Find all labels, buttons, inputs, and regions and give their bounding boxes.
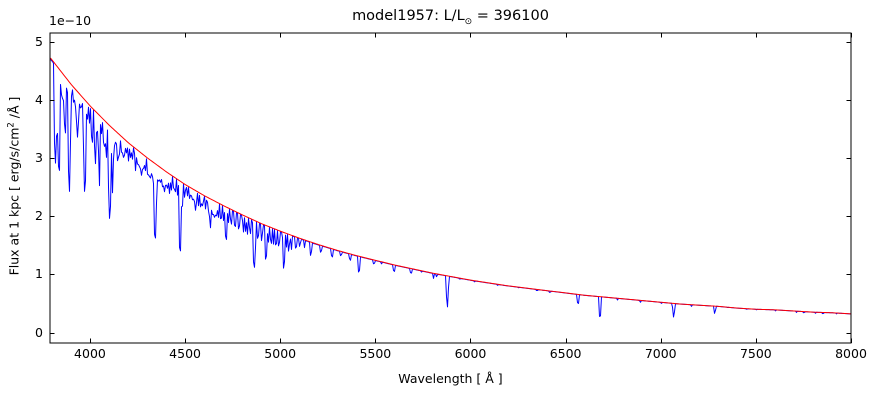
spectrum-line <box>50 59 852 318</box>
y-tick-label-0: 0 <box>35 324 43 340</box>
x-tick-label-6500: 6500 <box>549 346 582 361</box>
plot-title: model1957: L/L⊙ = 396100 <box>50 8 851 27</box>
y-tick-label-3: 3 <box>35 150 43 166</box>
y-tick-label-1: 1 <box>35 266 43 282</box>
x-tick-label-4000: 4000 <box>74 346 106 361</box>
y-tick-label-4: 4 <box>35 91 43 107</box>
title-value: = 396100 <box>472 8 549 24</box>
x-tick-label-7000: 7000 <box>644 346 677 361</box>
y-tick-label-5: 5 <box>35 33 43 49</box>
y-axis-label: Flux at 1 kpc [ erg/s/cm2 /Å ] <box>6 96 22 276</box>
x-tick-label-8000: 8000 <box>835 346 867 361</box>
x-tick-label-7500: 7500 <box>739 346 772 361</box>
y-tick-label-2: 2 <box>35 208 43 224</box>
x-tick-label-5000: 5000 <box>264 346 297 361</box>
sun-symbol: ⊙ <box>464 16 473 27</box>
x-axis-label: Wavelength [ Å ] <box>398 371 503 386</box>
continuum-line <box>50 57 852 315</box>
x-tick-label-5500: 5500 <box>359 346 392 361</box>
x-tick-label-4500: 4500 <box>169 346 201 361</box>
x-tick-label-6000: 6000 <box>454 346 487 361</box>
y-axis-offset-label: 1e−10 <box>49 13 92 28</box>
title-text: model1957: L/L <box>352 8 465 24</box>
